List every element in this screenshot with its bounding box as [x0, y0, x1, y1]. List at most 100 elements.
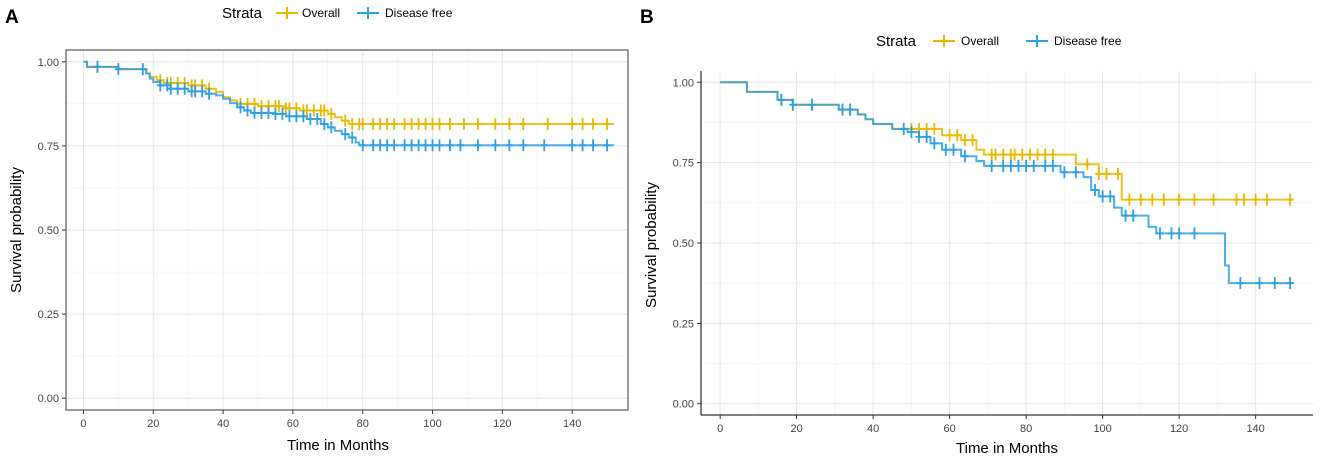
censor-mark-disease-free-a	[456, 139, 464, 152]
censor-mark-overall-a	[348, 118, 356, 131]
censor-mark-overall-b	[1233, 193, 1240, 206]
censor-mark-disease-free-a	[205, 87, 213, 100]
censor-mark-disease-free-a	[505, 139, 513, 152]
censor-mark-overall-b	[1095, 167, 1103, 180]
x-tick-label-b: 80	[1020, 423, 1032, 435]
y-tick-label-a: 0.75	[38, 141, 59, 153]
legend-a-key-overall	[276, 7, 298, 19]
censor-mark-disease-free-a	[292, 110, 300, 123]
censor-mark-disease-free-b	[942, 143, 950, 156]
censor-mark-disease-free-a	[429, 139, 437, 152]
censor-mark-disease-free-a	[285, 110, 293, 123]
censor-mark-disease-free-a	[181, 82, 189, 95]
censor-mark-disease-free-a	[257, 106, 265, 119]
censor-mark-overall-b	[953, 129, 961, 142]
censor-mark-overall-b	[1018, 148, 1026, 161]
censor-mark-disease-free-a	[519, 139, 527, 152]
censor-mark-overall-a	[408, 118, 416, 131]
censor-mark-overall-b	[1263, 193, 1271, 206]
censor-mark-disease-free-a	[348, 131, 356, 144]
censor-mark-disease-free-b	[1156, 227, 1164, 240]
x-tick-label-b: 0	[717, 423, 723, 435]
censor-mark-disease-free-b	[907, 126, 915, 139]
censor-mark-overall-b	[961, 134, 969, 147]
censor-mark-overall-a	[303, 104, 311, 117]
ticks-b: 0 20 40 60 80 100 120 140 0.00 0.25 0.50 0.75 1.00	[673, 77, 1265, 435]
censor-mark-disease-free-a	[313, 112, 321, 125]
legend-b-title: Strata	[876, 33, 917, 50]
censor-mark-disease-free-a	[237, 101, 245, 114]
censor-mark-disease-free-a	[415, 139, 423, 152]
censor-mark-disease-free-a	[264, 106, 272, 119]
censor-mark-disease-free-a	[114, 63, 122, 76]
censor-mark-disease-free-a	[271, 107, 279, 120]
series-a	[83, 60, 615, 152]
censor-mark-disease-free-a	[139, 63, 147, 76]
censor-mark-disease-free-a	[390, 139, 398, 152]
censor-mark-disease-free-a	[436, 139, 444, 152]
censor-mark-overall-b	[1148, 193, 1156, 206]
x-tick-label-a: 80	[357, 418, 369, 430]
censor-mark-disease-free-b	[1190, 227, 1198, 240]
x-tick-label-b: 100	[1093, 423, 1111, 435]
censor-mark-disease-free-b	[1099, 190, 1107, 203]
censor-mark-overall-a	[341, 114, 349, 127]
censor-mark-disease-free-b	[1091, 183, 1099, 196]
censor-mark-overall-a	[275, 100, 283, 113]
censor-mark-overall-b	[1286, 193, 1294, 206]
y-tick-label-b: 0.25	[673, 318, 694, 330]
censor-mark-overall-b	[992, 148, 1000, 161]
legend-a-title: Strata	[222, 5, 263, 22]
censor-mark-disease-free-b	[777, 93, 785, 106]
censor-mark-disease-free-b	[808, 98, 816, 111]
y-tick-label-a: 0.50	[38, 225, 59, 237]
censor-mark-disease-free-b	[1072, 166, 1080, 179]
censor-mark-disease-free-b	[999, 159, 1007, 172]
panel-b: B Strata Overall Disease free 0 20 40 60 80 1…	[640, 7, 1313, 457]
censor-mark-disease-free-a	[383, 139, 391, 152]
x-tick-label-b: 40	[867, 423, 879, 435]
censor-mark-overall-a	[544, 118, 552, 131]
censor-mark-disease-free-a	[491, 139, 499, 152]
censor-mark-disease-free-a	[244, 104, 252, 117]
censor-mark-overall-a	[579, 118, 587, 131]
censor-mark-disease-free-a	[401, 139, 409, 152]
x-tick-label-b: 140	[1246, 423, 1264, 435]
censor-mark-overall-a	[446, 118, 454, 131]
censor-mark-disease-free-a	[278, 107, 286, 120]
panel-a: A Strata Overall Disease free 0 20 40 60 80 1…	[5, 5, 629, 454]
censor-mark-overall-a	[422, 118, 430, 131]
censor-mark-disease-free-a	[568, 139, 576, 152]
censor-mark-overall-b	[1049, 148, 1057, 161]
legend-b-key-overall	[933, 35, 955, 47]
censor-mark-overall-b	[1160, 193, 1168, 206]
censor-mark-overall-b	[1034, 148, 1042, 161]
censor-mark-disease-free-b	[1014, 159, 1022, 172]
censor-mark-overall-a	[491, 118, 499, 131]
x-axis-title-a: Time in Months	[287, 437, 389, 454]
legend-b-label-overall: Overall	[961, 34, 999, 48]
censor-mark-disease-free-b	[1129, 209, 1137, 222]
censor-mark-disease-free-a	[369, 139, 377, 152]
censor-mark-disease-free-a	[250, 106, 258, 119]
y-axis-title-a: Survival probability	[8, 167, 25, 293]
series-b	[720, 81, 1294, 290]
x-tick-label-b: 60	[944, 423, 956, 435]
censor-mark-overall-b	[1041, 148, 1049, 161]
ticks-a: 0 20 40 60 80 100 120 140 0.00 0.25 0.50 0.75 1.00	[38, 57, 582, 430]
censor-mark-overall-a	[589, 118, 597, 131]
censor-mark-overall-b	[1026, 148, 1034, 161]
censor-mark-disease-free-a	[603, 139, 611, 152]
censor-mark-disease-free-b	[930, 137, 938, 150]
censor-mark-disease-free-b	[1286, 277, 1294, 290]
censor-mark-overall-a	[474, 118, 482, 131]
y-axis-title-b: Survival probability	[643, 182, 660, 308]
censor-mark-overall-b	[1240, 193, 1248, 206]
censor-mark-overall-a	[568, 118, 576, 131]
censor-mark-overall-b	[930, 122, 938, 135]
censor-mark-disease-free-b	[1167, 227, 1175, 240]
censor-mark-disease-free-a	[156, 79, 164, 92]
censor-mark-overall-b	[1175, 193, 1183, 206]
censor-mark-overall-a	[376, 118, 384, 131]
y-tick-label-a: 0.25	[38, 309, 59, 321]
